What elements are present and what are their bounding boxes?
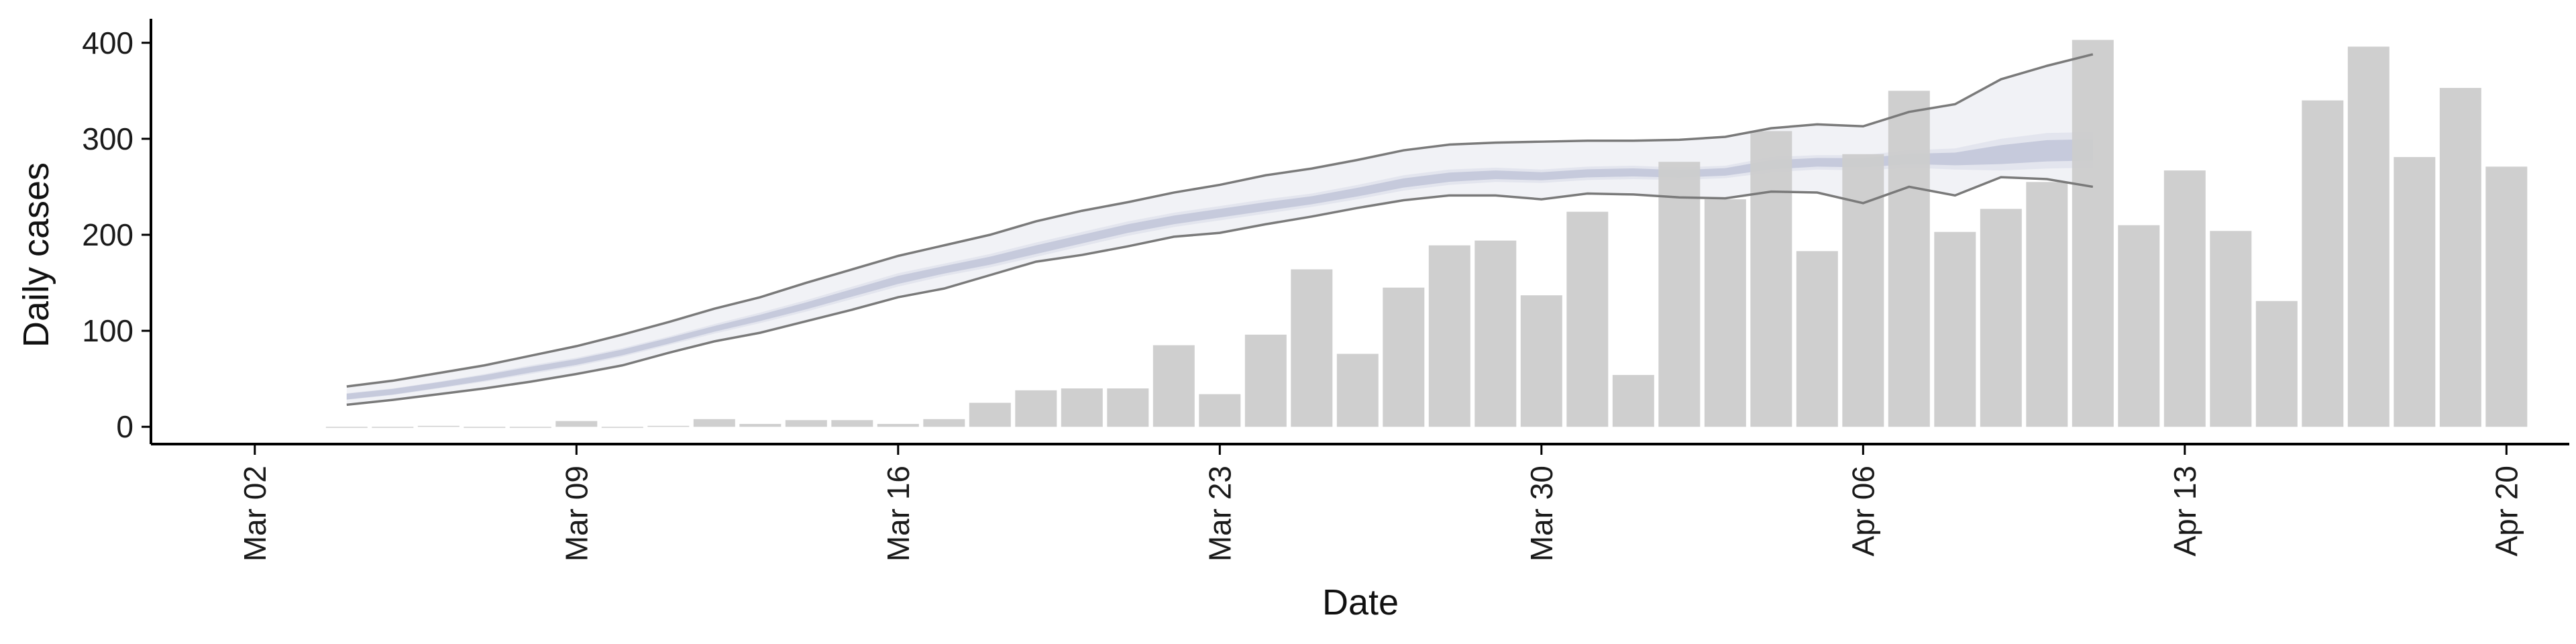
bar-2020-03-17 bbox=[923, 419, 965, 427]
bar-2020-03-12 bbox=[693, 419, 735, 427]
bar-2020-04-18 bbox=[2394, 157, 2436, 427]
y-tick-label-400: 400 bbox=[82, 25, 133, 60]
bar-2020-04-08 bbox=[1934, 231, 1976, 427]
bar-2020-03-21 bbox=[1107, 388, 1149, 427]
bar-2020-04-13 bbox=[2163, 170, 2206, 427]
bar-2020-03-26 bbox=[1336, 354, 1379, 427]
bar-2020-03-15 bbox=[831, 420, 873, 427]
bar-2020-03-23 bbox=[1199, 394, 1241, 427]
bar-2020-03-24 bbox=[1244, 334, 1287, 427]
bar-2020-04-11 bbox=[2072, 40, 2114, 427]
bar-2020-03-07 bbox=[464, 427, 506, 428]
bar-2020-03-09 bbox=[555, 421, 598, 427]
bar-2020-03-27 bbox=[1383, 287, 1425, 427]
lower-bound-line bbox=[346, 176, 2094, 407]
bar-2020-03-04 bbox=[325, 427, 368, 428]
bar-2020-03-18 bbox=[969, 402, 1011, 427]
y-ticks: 0 100 200 300 400 bbox=[82, 25, 151, 444]
x-tick-label-2020-03-30: Mar 30 bbox=[1524, 466, 1559, 561]
bar-2020-04-16 bbox=[2302, 100, 2344, 427]
y-tick-label-100: 100 bbox=[82, 313, 133, 348]
estimate-bound-lines bbox=[346, 53, 2094, 407]
bar-2020-04-07 bbox=[1888, 91, 1930, 427]
bar-2020-03-13 bbox=[739, 423, 782, 427]
axes-group bbox=[150, 19, 2569, 445]
bar-2020-03-29 bbox=[1474, 240, 1517, 427]
bar-2020-03-10 bbox=[601, 427, 643, 428]
bars-group bbox=[325, 40, 2528, 428]
x-tick-label-2020-03-23: Mar 23 bbox=[1202, 466, 1237, 561]
bar-2020-04-04 bbox=[1750, 131, 1792, 427]
bar-2020-03-16 bbox=[877, 423, 919, 427]
bar-2020-03-28 bbox=[1428, 245, 1470, 427]
x-tick-label-2020-03-16: Mar 16 bbox=[881, 466, 916, 561]
bar-2020-03-06 bbox=[417, 425, 460, 427]
x-tick-label-2020-04-20: Apr 20 bbox=[2489, 466, 2524, 557]
x-axis-title: Date bbox=[1322, 582, 1399, 623]
x-tick-label-2020-03-02: Mar 02 bbox=[237, 466, 272, 561]
bar-2020-04-02 bbox=[1658, 162, 1701, 427]
x-ticks: Mar 02 Mar 09 Mar 16 Mar 23 Mar 30 Apr 06 Apr … bbox=[237, 444, 2524, 561]
x-tick-label-2020-03-09: Mar 09 bbox=[559, 466, 594, 561]
bar-2020-03-22 bbox=[1152, 345, 1195, 427]
bar-2020-04-20 bbox=[2485, 166, 2528, 427]
bar-2020-04-14 bbox=[2210, 231, 2252, 427]
bar-2020-04-19 bbox=[2439, 88, 2481, 427]
bar-2020-04-12 bbox=[2118, 225, 2160, 427]
bar-2020-03-19 bbox=[1015, 390, 1057, 427]
bar-2020-04-05 bbox=[1796, 251, 1838, 427]
bar-2020-04-06 bbox=[1842, 154, 1884, 427]
bar-2020-04-09 bbox=[1980, 209, 2022, 427]
bar-2020-03-05 bbox=[372, 427, 414, 428]
x-tick-label-2020-04-06: Apr 06 bbox=[1845, 466, 1880, 557]
bar-2020-03-11 bbox=[647, 425, 690, 427]
bar-2020-04-17 bbox=[2347, 46, 2390, 427]
bar-2020-04-03 bbox=[1704, 199, 1746, 427]
y-tick-label-300: 300 bbox=[82, 121, 133, 156]
bar-2020-03-20 bbox=[1061, 388, 1103, 427]
bar-2020-03-14 bbox=[785, 420, 827, 427]
upper-bound-line bbox=[346, 53, 2094, 388]
bar-2020-03-30 bbox=[1520, 295, 1562, 427]
bar-2020-04-01 bbox=[1612, 374, 1654, 427]
bar-2020-03-08 bbox=[509, 427, 551, 428]
bar-2020-04-10 bbox=[2026, 182, 2068, 427]
y-tick-label-0: 0 bbox=[116, 409, 133, 444]
bar-2020-03-31 bbox=[1566, 211, 1609, 427]
x-tick-label-2020-04-13: Apr 13 bbox=[2167, 466, 2202, 557]
y-tick-label-200: 200 bbox=[82, 217, 133, 252]
inner-uncertainty-band bbox=[346, 139, 2093, 400]
y-axis-title: Daily cases bbox=[16, 162, 56, 347]
bar-2020-03-25 bbox=[1291, 269, 1333, 427]
bar-2020-04-15 bbox=[2255, 301, 2298, 427]
